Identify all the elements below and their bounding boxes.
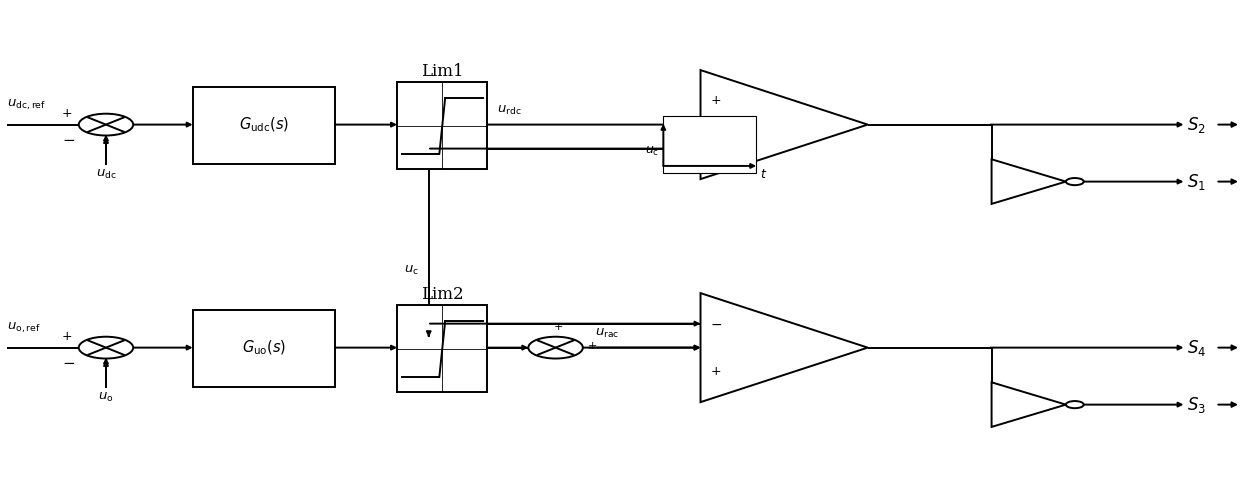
Text: $u_\mathrm{rdc}$: $u_\mathrm{rdc}$	[497, 104, 522, 117]
Polygon shape	[992, 160, 1066, 204]
Text: $-$: $-$	[711, 317, 723, 331]
Text: $S_2$: $S_2$	[1187, 115, 1207, 135]
Text: $+$: $+$	[61, 107, 72, 120]
Text: $u_\mathrm{c}$: $u_\mathrm{c}$	[404, 264, 419, 277]
Circle shape	[1066, 178, 1084, 185]
Text: $u_\mathrm{dc}$: $u_\mathrm{dc}$	[95, 167, 117, 181]
Text: $+$: $+$	[711, 365, 722, 378]
Text: $-$: $-$	[62, 355, 74, 369]
Circle shape	[78, 337, 133, 358]
Text: $u_\mathrm{rac}$: $u_\mathrm{rac}$	[595, 327, 620, 340]
Text: $+$: $+$	[587, 339, 596, 351]
Text: $G_\mathrm{uo}(s)$: $G_\mathrm{uo}(s)$	[242, 338, 286, 357]
Bar	[192, 311, 335, 387]
Circle shape	[528, 337, 583, 358]
Text: $-$: $-$	[62, 132, 74, 146]
Circle shape	[78, 114, 133, 136]
Text: $S_1$: $S_1$	[1187, 171, 1207, 191]
Text: $u_\mathrm{o}$: $u_\mathrm{o}$	[98, 391, 114, 404]
Text: $u_\mathrm{dc,ref}$: $u_\mathrm{dc,ref}$	[7, 98, 46, 112]
Text: $u_\mathrm{c}$: $u_\mathrm{c}$	[646, 145, 660, 158]
Text: $+$: $+$	[711, 94, 722, 107]
Text: $u_\mathrm{o,ref}$: $u_\mathrm{o,ref}$	[7, 321, 41, 335]
Bar	[397, 306, 487, 392]
Bar	[192, 87, 335, 164]
Bar	[663, 116, 756, 173]
Text: $-$: $-$	[711, 142, 723, 156]
Text: Lim1: Lim1	[420, 63, 464, 80]
Polygon shape	[992, 382, 1066, 427]
Circle shape	[1066, 401, 1084, 408]
Text: $t$: $t$	[760, 168, 768, 181]
Text: $S_4$: $S_4$	[1187, 337, 1207, 358]
Text: $S_3$: $S_3$	[1187, 395, 1207, 414]
Polygon shape	[701, 70, 868, 179]
Text: $+$: $+$	[61, 330, 72, 342]
Text: Lim2: Lim2	[420, 286, 464, 303]
Text: $G_\mathrm{udc}(s)$: $G_\mathrm{udc}(s)$	[239, 115, 289, 134]
Polygon shape	[701, 293, 868, 402]
Text: $+$: $+$	[553, 321, 563, 332]
Bar	[397, 83, 487, 169]
